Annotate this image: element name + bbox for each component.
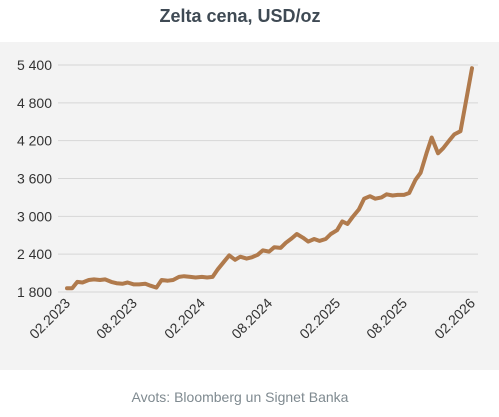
source-note: Avots: Bloomberg un Signet Banka — [131, 389, 349, 405]
x-tick-label: 08.2025 — [363, 295, 410, 342]
y-tick-label: 2 400 — [17, 246, 52, 262]
x-tick-label: 08.2023 — [93, 295, 140, 342]
y-tick-label: 3 000 — [17, 208, 52, 224]
x-tick-label: 02.2026 — [431, 295, 478, 342]
y-tick-label: 5 400 — [17, 57, 52, 73]
gold-price-chart: 1 800 2 400 3 000 3 600 4 200 4 800 5 400 02.2… — [17, 57, 478, 342]
chart-title: Zelta cena, USD/oz — [159, 6, 321, 26]
gold-price-line — [65, 66, 474, 291]
x-tick-label: 08.2024 — [228, 295, 275, 342]
y-tick-label: 1 800 — [17, 284, 52, 300]
x-tick-label: 02.2023 — [26, 295, 73, 342]
x-tick-label: 02.2025 — [296, 295, 343, 342]
y-tick-label: 4 200 — [17, 133, 52, 149]
y-tick-label: 3 600 — [17, 171, 52, 187]
chart-panel: 1 800 2 400 3 000 3 600 4 200 4 800 5 400 02.2… — [0, 42, 499, 370]
x-tick-label: 02.2024 — [161, 295, 208, 342]
y-tick-label: 4 800 — [17, 95, 52, 111]
